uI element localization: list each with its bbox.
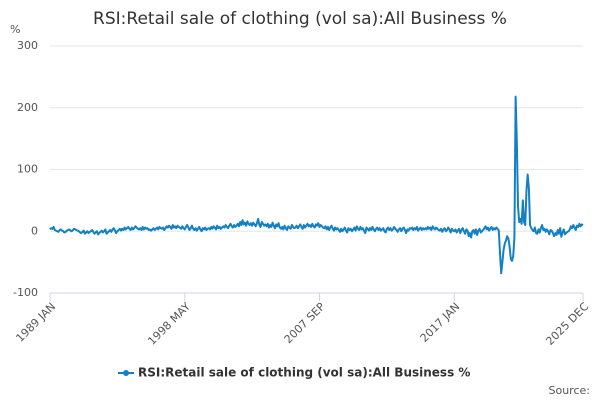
y-tick-label: -100 — [13, 286, 38, 299]
y-axis-unit: % — [10, 23, 20, 36]
chart-title: RSI:Retail sale of clothing (vol sa):All… — [93, 9, 507, 29]
x-tick-label: 2007 SEP — [282, 300, 328, 346]
source: Source: — [549, 384, 591, 397]
x-tick-label: 2025 DEC — [543, 300, 591, 348]
x-tick-label: 2017 JAN — [418, 300, 463, 345]
x-tick-label: 1998 MAY — [145, 300, 193, 348]
y-tick-label: 300 — [17, 39, 38, 52]
legend-marker — [123, 370, 129, 376]
x-tick-label: 1989 JAN — [13, 300, 58, 345]
series-line — [49, 95, 584, 275]
y-tick-label: 100 — [17, 163, 38, 176]
y-tick-label: 0 — [31, 224, 38, 237]
y-tick-label: 200 — [17, 101, 38, 114]
legend-label: RSI:Retail sale of clothing (vol sa):All… — [138, 366, 470, 380]
